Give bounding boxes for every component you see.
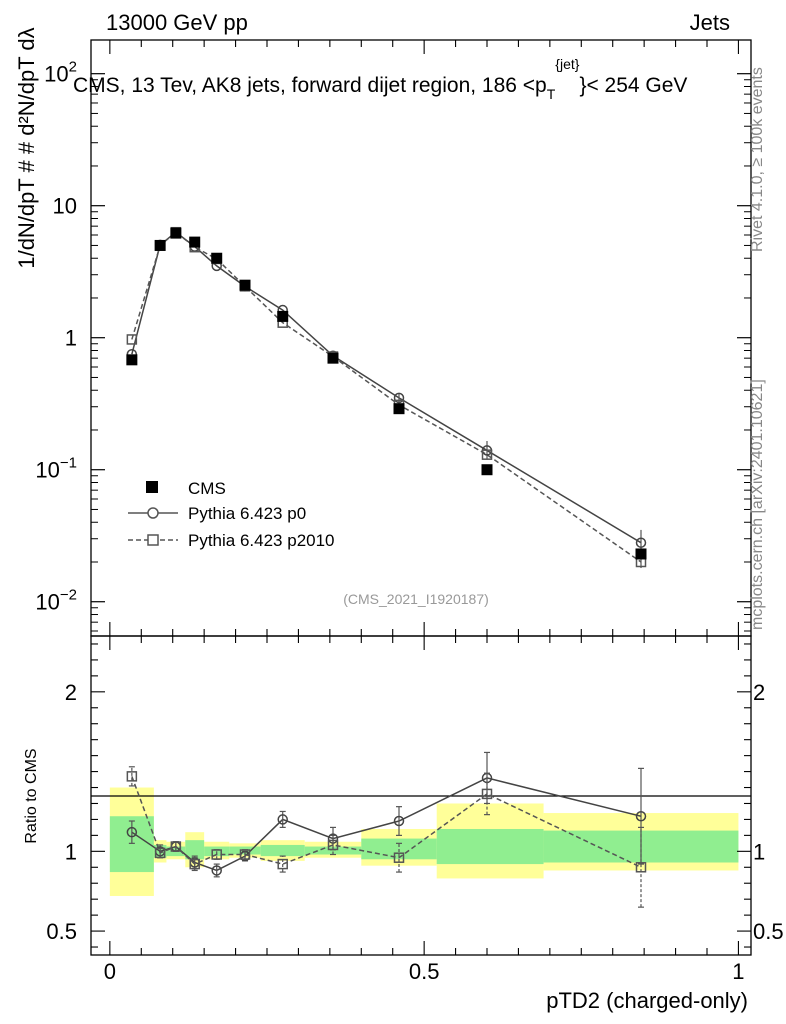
ratio-data-marks — [126, 751, 647, 908]
legend: CMS Pythia 6.423 p0 Pythia 6.423 p2010 — [128, 479, 335, 550]
main-ytick-label-exp-4: 2 — [69, 59, 77, 76]
main-ytick-label-base-4: 10 — [44, 62, 68, 87]
ratio-ytick-label-left-1: 1 — [65, 839, 77, 864]
ratio-ytick-label-right-1: 1 — [753, 839, 765, 864]
main-ytick-label-4: 102 — [44, 59, 77, 87]
main-point-cms-1 — [154, 239, 166, 251]
legend-marker-p2010 — [147, 534, 159, 546]
main-ytick-label-exp-0: −2 — [60, 587, 77, 604]
main-point-cms-3 — [189, 236, 201, 248]
green-band-bin-3 — [185, 840, 205, 860]
rivet-version-label: Rivet 4.1.0, ≥ 100k events — [749, 67, 766, 252]
main-ytick-label-3: 10 — [53, 194, 77, 219]
ratio-point-p2010-5 — [239, 849, 251, 860]
ratio-point-p0-0 — [126, 826, 138, 838]
main-point-cms-9 — [481, 464, 493, 476]
main-point-cms-7 — [327, 352, 339, 364]
main-ytick-label-0: 10−2 — [35, 587, 77, 615]
main-point-p2010-9 — [481, 449, 493, 460]
ratio-point-p2010-3 — [189, 858, 200, 870]
ratio-y-axis-label: Ratio to CMS — [23, 748, 40, 843]
ratio-point-p2010-6 — [277, 858, 288, 870]
plot-title-sup: {jet} — [555, 56, 579, 72]
legend-label-p2010: Pythia 6.423 p2010 — [188, 531, 335, 550]
ratio-ytick-label-left-2: 2 — [65, 680, 77, 705]
main-y-axis-label: 1/dN/dpT # # d²N/dpT dλ — [14, 27, 39, 268]
x-tick-label-1: 0.5 — [409, 959, 440, 984]
main-point-cms-2 — [170, 227, 182, 239]
ratio-panel: 0 0.5 1 0.5 0.5 1 1 2 2 — [46, 635, 784, 984]
main-point-cms-5 — [239, 279, 251, 291]
legend-label-p0: Pythia 6.423 p0 — [188, 504, 306, 523]
main-point-p2010-0 — [126, 334, 138, 345]
plot-title-main: CMS, 13 Tev, AK8 jets, forward dijet reg… — [73, 74, 547, 97]
main-point-cms-10 — [635, 548, 647, 560]
ratio-point-p0-6 — [277, 814, 288, 825]
main-data-marks — [126, 226, 647, 569]
ratio-axis-ticks: 0 0.5 1 0.5 0.5 1 1 2 2 — [46, 636, 784, 984]
plot-title: CMS, 13 Tev, AK8 jets, forward dijet reg… — [73, 56, 687, 102]
ratio-point-p2010-9 — [481, 788, 493, 800]
main-line-p2010 — [131, 231, 642, 563]
x-axis-label: pTD2 (charged-only) — [546, 988, 748, 1013]
main-point-p0-8 — [393, 392, 405, 404]
ratio-point-p2010-2 — [170, 841, 182, 852]
main-point-cms-0 — [126, 354, 138, 366]
ratio-point-p2010-10 — [635, 862, 647, 873]
main-point-p0-10 — [635, 537, 647, 548]
main-ytick-label-base-2: 1 — [65, 326, 77, 351]
header-right: Jets — [690, 10, 730, 35]
x-tick-label-2: 1 — [732, 959, 744, 984]
legend-label-cms: CMS — [188, 479, 226, 498]
ratio-point-p0-4 — [211, 865, 222, 876]
green-band-bin-9 — [436, 828, 544, 865]
ratio-point-p2010-4 — [211, 849, 222, 860]
header-left: 13000 GeV pp — [106, 10, 248, 35]
legend-marker-p0 — [147, 507, 159, 519]
main-point-cms-6 — [277, 310, 289, 322]
ratio-point-p2010-8 — [393, 852, 405, 863]
x-tick-label-0: 0 — [104, 959, 116, 984]
ratio-ytick-label-right-2: 2 — [753, 680, 765, 705]
ratio-uncertainty-bands — [109, 787, 739, 896]
plot-title-tail: }< 254 GeV — [579, 74, 687, 97]
main-ytick-label-exp-1: −1 — [60, 455, 77, 472]
ratio-ytick-label-left-0: 0.5 — [46, 919, 77, 944]
green-band-bin-7 — [304, 846, 362, 855]
ratio-point-p2010-7 — [327, 839, 339, 851]
main-ytick-label-base-1: 10 — [35, 458, 59, 483]
main-ytick-label-base-0: 10 — [35, 590, 59, 615]
legend-marker-cms — [146, 481, 158, 493]
main-point-cms-4 — [211, 252, 223, 264]
plot-title-sub: T — [547, 86, 556, 102]
ratio-point-p0-8 — [393, 815, 405, 827]
ratio-frame — [90, 635, 752, 956]
main-point-cms-8 — [393, 403, 405, 415]
main-ytick-label-base-3: 10 — [53, 194, 77, 219]
main-ytick-label-2: 1 — [65, 326, 77, 351]
ratio-point-p2010-0 — [126, 771, 138, 782]
green-band-bin-6 — [260, 844, 305, 857]
analysis-id: (CMS_2021_I1920187) — [343, 591, 489, 607]
ratio-point-p2010-1 — [154, 847, 166, 859]
ratio-point-p0-10 — [635, 810, 647, 822]
ratio-ytick-label-right-0: 0.5 — [753, 919, 784, 944]
main-ytick-label-1: 10−1 — [35, 455, 77, 483]
mcplots-label: mcplots.cern.ch [arXiv:2401.10621] — [749, 379, 766, 630]
